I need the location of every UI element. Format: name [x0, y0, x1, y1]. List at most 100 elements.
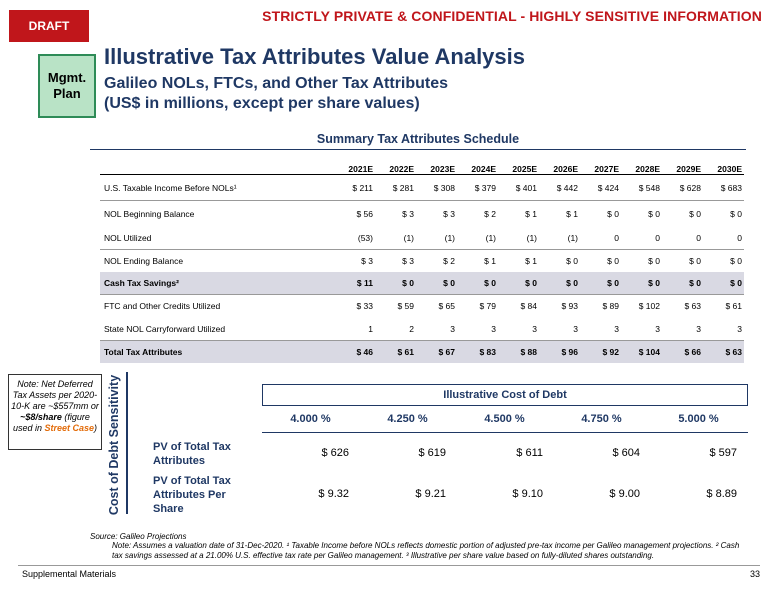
- table-cell: $ 59: [375, 293, 416, 318]
- pv-per-share-label: PV of Total Tax Attributes Per Share: [153, 475, 231, 515]
- year-header: 2030E: [703, 158, 744, 175]
- table-cell: $ 56: [356, 208, 373, 219]
- sensitivity-side-label: Cost of Debt Sensitivity: [106, 374, 122, 516]
- table-cell: $ 0: [730, 255, 742, 266]
- table-cell: $ 628: [662, 174, 703, 201]
- table-cell: $ 83: [457, 340, 498, 363]
- table-cell: 3: [703, 318, 744, 341]
- table-cell: 3: [416, 318, 457, 341]
- table-cell: (1): [498, 226, 539, 250]
- year-header: 2028E: [621, 158, 662, 175]
- row-label: Total Tax Attributes: [100, 340, 334, 363]
- table-cell: $ 0: [662, 271, 703, 294]
- table-cell: $ 33: [334, 293, 375, 318]
- table-cell: $ 3: [361, 255, 373, 266]
- table-cell: (53): [334, 226, 375, 250]
- table-cell: $ 3: [402, 255, 414, 266]
- table-cell: $ 0: [375, 271, 416, 294]
- rate-header: 5.000 %: [678, 413, 719, 425]
- table-cell: $ 3: [443, 208, 455, 219]
- street-case-highlight: Street Case: [44, 423, 95, 433]
- page-title: Illustrative Tax Attributes Value Analys…: [104, 44, 525, 69]
- table-cell: 0: [621, 226, 662, 250]
- table-cell: 3: [539, 318, 580, 341]
- row-label: NOL Ending Balance: [104, 255, 184, 266]
- table-cell: $ 0: [689, 255, 701, 266]
- cost-of-debt-header: Illustrative Cost of Debt: [262, 384, 748, 406]
- header-label-cell: [100, 158, 334, 175]
- tax-attributes-schedule-table: 2021E 2022E 2023E 2024E 2025E 2026E 2027…: [100, 158, 744, 363]
- table-cell: 3: [457, 318, 498, 341]
- table-cell: $ 379: [457, 174, 498, 201]
- footnote: Note: Assumes a valuation date of 31-Dec…: [112, 541, 740, 560]
- table-cell: $ 308: [416, 174, 457, 201]
- table-cell: $ 65: [416, 293, 457, 318]
- table-row: State NOL Carryforward Utilized 1 2 3 3 …: [100, 318, 744, 341]
- table-cell: $ 104: [621, 340, 662, 363]
- cash-tax-savings-row: Cash Tax Savings² $ 11 $ 0 $ 0 $ 0 $ 0 $…: [100, 271, 744, 294]
- note-text: Note: Net Deferred Tax Assets per 2020-1…: [11, 379, 99, 411]
- table-cell: 2: [375, 318, 416, 341]
- table-cell: $ 0: [457, 271, 498, 294]
- table-cell: 0: [580, 226, 621, 250]
- draft-badge: DRAFT: [9, 10, 89, 42]
- table-cell: $ 3: [402, 208, 414, 219]
- table-cell: $ 66: [662, 340, 703, 363]
- table-cell: $ 281: [375, 174, 416, 201]
- sensitivity-cell: $ 604: [612, 447, 640, 459]
- table-cell: $ 0: [498, 271, 539, 294]
- table-row: U.S. Taxable Income Before NOLs¹ $ 211 $…: [100, 174, 744, 201]
- confidential-banner: STRICTLY PRIVATE & CONFIDENTIAL - HIGHLY…: [262, 8, 762, 24]
- year-header: 2026E: [539, 158, 580, 175]
- table-cell: 0: [703, 226, 744, 250]
- source-line: Source: Galileo Projections: [90, 532, 187, 541]
- table-cell: 0: [662, 226, 703, 250]
- table-cell: $ 67: [416, 340, 457, 363]
- table-cell: $ 1: [525, 255, 537, 266]
- table-cell: $ 92: [580, 340, 621, 363]
- table-cell: $ 0: [416, 271, 457, 294]
- sensitivity-cell: $ 9.32: [318, 488, 349, 500]
- table-cell: $ 84: [498, 293, 539, 318]
- total-tax-attributes-row: Total Tax Attributes $ 46 $ 61 $ 67 $ 83…: [100, 340, 744, 363]
- table-cell: $ 11: [334, 271, 375, 294]
- sensitivity-cell: $ 597: [709, 447, 737, 459]
- year-header: 2021E: [334, 158, 375, 175]
- table-cell: $ 88: [498, 340, 539, 363]
- table-cell: $ 1: [525, 208, 537, 219]
- year-header: 2022E: [375, 158, 416, 175]
- table-cell: $ 0: [580, 271, 621, 294]
- row-label: FTC and Other Credits Utilized: [100, 293, 334, 318]
- table-cell: $ 63: [662, 293, 703, 318]
- table-cell: $ 0: [607, 208, 619, 219]
- table-header-row: 2021E 2022E 2023E 2024E 2025E 2026E 2027…: [100, 158, 744, 175]
- table-cell: $ 442: [539, 174, 580, 201]
- rate-header: 4.500 %: [484, 413, 525, 425]
- table-row: FTC and Other Credits Utilized $ 33 $ 59…: [100, 293, 744, 318]
- table-row: NOL Beginning Balance $ 56 $ 3 $ 3 $ 2 $…: [100, 201, 744, 227]
- sensitivity-cell: $ 9.21: [415, 488, 446, 500]
- row-label: State NOL Carryforward Utilized: [100, 318, 334, 341]
- rate-header-rule: [262, 432, 748, 433]
- table-row: NOL Utilized (53) (1) (1) (1) (1) (1) 0 …: [100, 226, 744, 250]
- sensitivity-side-label-text: Cost of Debt Sensitivity: [107, 374, 121, 516]
- page-number: 33: [749, 569, 760, 579]
- table-cell: 3: [662, 318, 703, 341]
- table-cell: 1: [334, 318, 375, 341]
- table-cell: $ 424: [580, 174, 621, 201]
- table-cell: $ 0: [648, 208, 660, 219]
- table-cell: $ 46: [334, 340, 375, 363]
- table-cell: $ 401: [498, 174, 539, 201]
- year-header: 2023E: [416, 158, 457, 175]
- sensitivity-cell: $ 619: [418, 447, 446, 459]
- table-cell: $ 0: [607, 255, 619, 266]
- year-header: 2029E: [662, 158, 703, 175]
- table-cell: $ 93: [539, 293, 580, 318]
- table-cell: (1): [457, 226, 498, 250]
- note-text-2: (figure used in: [12, 412, 90, 433]
- table-cell: 3: [498, 318, 539, 341]
- year-header: 2025E: [498, 158, 539, 175]
- footer-rule: [18, 565, 760, 566]
- table-cell: $ 1: [484, 255, 496, 266]
- table-cell: $ 0: [730, 208, 742, 219]
